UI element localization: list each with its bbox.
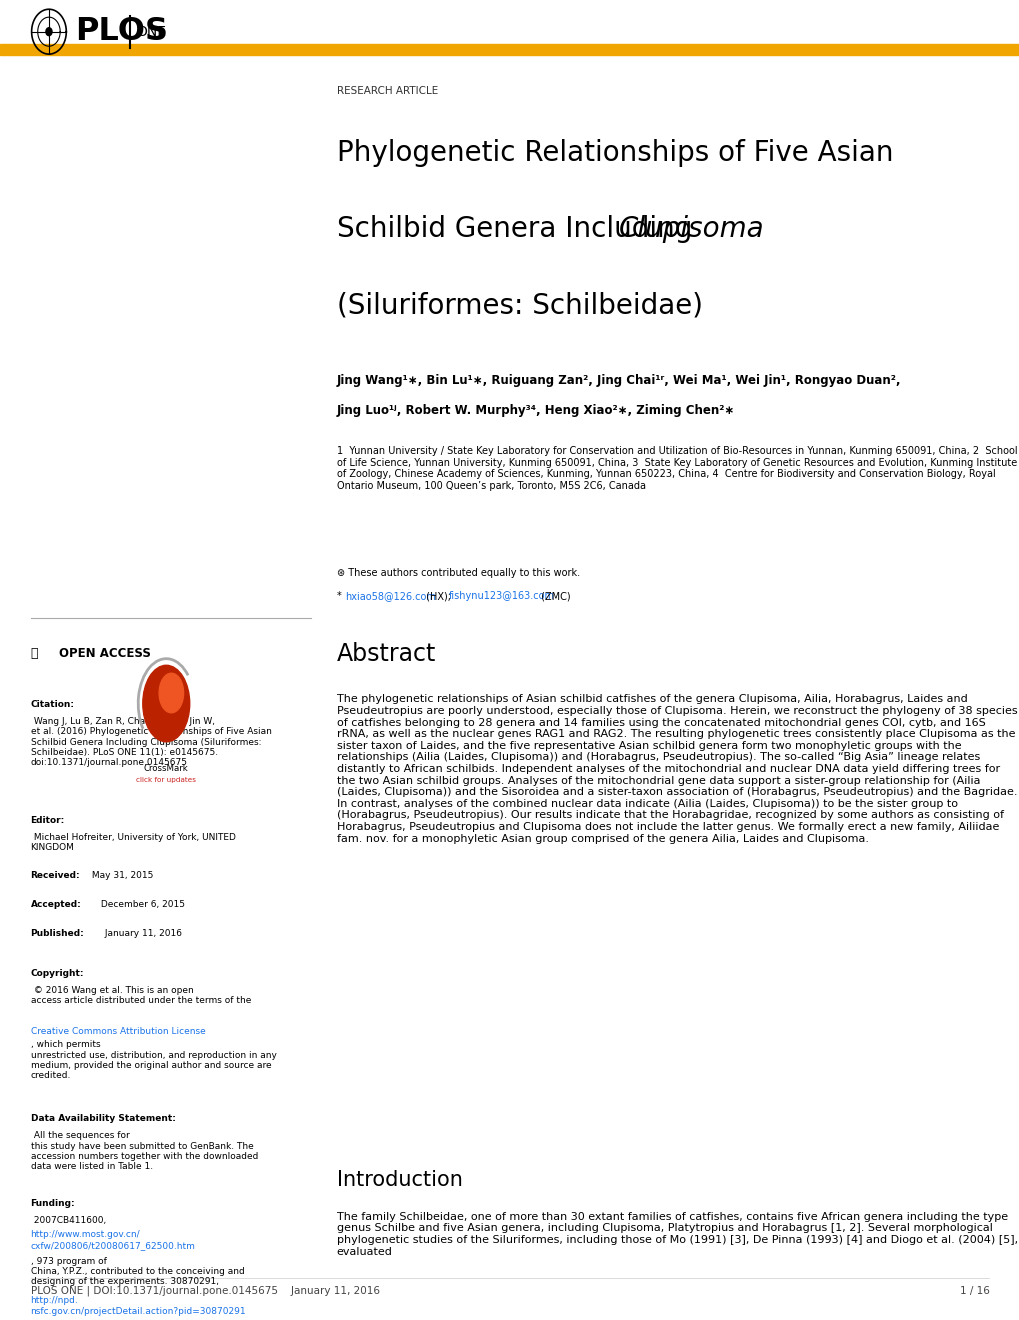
Text: The family Schilbeidae, one of more than 30 extant families of catfishes, contai: The family Schilbeidae, one of more than… <box>336 1212 1017 1257</box>
Text: PLOS: PLOS <box>75 16 168 48</box>
Text: , which permits
unrestricted use, distribution, and reproduction in any
medium, : , which permits unrestricted use, distri… <box>31 1040 276 1080</box>
Text: © 2016 Wang et al. This is an open
access article distributed under the terms of: © 2016 Wang et al. This is an open acces… <box>31 986 251 1006</box>
Text: The phylogenetic relationships of Asian schilbid catfishes of the genera Clupiso: The phylogenetic relationships of Asian … <box>336 694 1016 843</box>
Text: fishynu123@163.com: fishynu123@163.com <box>448 591 554 602</box>
Text: Copyright:: Copyright: <box>31 969 84 978</box>
Text: PLOS ONE | DOI:10.1371/journal.pone.0145675    January 11, 2016: PLOS ONE | DOI:10.1371/journal.pone.0145… <box>31 1286 379 1296</box>
Text: click for updates: click for updates <box>137 777 196 784</box>
Text: OPEN ACCESS: OPEN ACCESS <box>59 647 151 660</box>
Text: ,
National Natural Science Foundation of China, J.L.,
contributed to reparation : , National Natural Science Foundation of… <box>31 1317 259 1320</box>
Text: Wang J, Lu B, Zan R, Chai J, Ma W, Jin W,
et al. (2016) Phylogenetic Relationshi: Wang J, Lu B, Zan R, Chai J, Ma W, Jin W… <box>31 717 271 767</box>
Text: Funding:: Funding: <box>31 1199 75 1208</box>
Text: All the sequences for
this study have been submitted to GenBank. The
accession n: All the sequences for this study have be… <box>31 1131 258 1171</box>
Text: January 11, 2016: January 11, 2016 <box>102 929 181 939</box>
Text: http://npd.
nsfc.gov.cn/projectDetail.action?pid=30870291: http://npd. nsfc.gov.cn/projectDetail.ac… <box>31 1296 246 1316</box>
Text: Citation:: Citation: <box>31 700 74 709</box>
Ellipse shape <box>143 665 190 742</box>
Ellipse shape <box>159 673 183 713</box>
Text: hxiao58@126.com: hxiao58@126.com <box>344 591 435 602</box>
Bar <box>0 44 1019 55</box>
Text: , 973 program of
China, Y.P.Z., contributed to the conceiving and
designing of t: , 973 program of China, Y.P.Z., contribu… <box>31 1257 245 1287</box>
Text: *: * <box>336 591 344 602</box>
Text: ⊛ These authors contributed equally to this work.: ⊛ These authors contributed equally to t… <box>336 568 579 578</box>
Circle shape <box>46 28 52 36</box>
Text: Clupisoma: Clupisoma <box>619 215 764 243</box>
Text: CrossMark: CrossMark <box>144 764 189 774</box>
Text: RESEARCH ARTICLE: RESEARCH ARTICLE <box>336 86 437 96</box>
Text: (Siluriformes: Schilbeidae): (Siluriformes: Schilbeidae) <box>336 292 702 319</box>
Text: Michael Hofreiter, University of York, UNITED
KINGDOM: Michael Hofreiter, University of York, U… <box>31 833 235 853</box>
Text: Accepted:: Accepted: <box>31 900 82 909</box>
Text: Abstract: Abstract <box>336 642 435 665</box>
Text: http://www.most.gov.cn/
cxfw/200806/t20080617_62500.htm: http://www.most.gov.cn/ cxfw/200806/t200… <box>31 1230 196 1250</box>
Text: Editor:: Editor: <box>31 816 65 825</box>
Text: Phylogenetic Relationships of Five Asian: Phylogenetic Relationships of Five Asian <box>336 139 893 166</box>
Text: Introduction: Introduction <box>336 1170 462 1189</box>
Text: Jing Luo¹ʲ, Robert W. Murphy³⁴, Heng Xiao²∗, Ziming Chen²∗: Jing Luo¹ʲ, Robert W. Murphy³⁴, Heng Xia… <box>336 404 734 417</box>
Text: 1  Yunnan University / State Key Laboratory for Conservation and Utilization of : 1 Yunnan University / State Key Laborato… <box>336 446 1016 491</box>
Text: Received:: Received: <box>31 871 81 880</box>
Text: (HX);: (HX); <box>423 591 454 602</box>
Text: Schilbid Genera Including: Schilbid Genera Including <box>336 215 700 243</box>
Text: Data Availability Statement:: Data Availability Statement: <box>31 1114 175 1123</box>
Text: 🔓: 🔓 <box>31 647 38 660</box>
Text: May 31, 2015: May 31, 2015 <box>89 871 153 880</box>
Text: (ZMC): (ZMC) <box>537 591 570 602</box>
Text: Creative Commons Attribution License: Creative Commons Attribution License <box>31 1027 205 1036</box>
Text: Jing Wang¹∗, Bin Lu¹∗, Ruiguang Zan², Jing Chai¹ʳ, Wei Ma¹, Wei Jin¹, Rongyao Du: Jing Wang¹∗, Bin Lu¹∗, Ruiguang Zan², Ji… <box>336 374 900 387</box>
Text: Published:: Published: <box>31 929 85 939</box>
Text: 1 / 16: 1 / 16 <box>959 1286 988 1296</box>
Text: ONE: ONE <box>137 25 166 38</box>
Text: December 6, 2015: December 6, 2015 <box>98 900 184 909</box>
Text: 2007CB411600,: 2007CB411600, <box>31 1216 109 1225</box>
